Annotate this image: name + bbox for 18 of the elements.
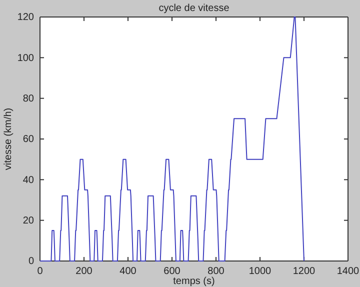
y-tick-label: 20: [22, 216, 34, 227]
y-tick-label: 60: [22, 134, 34, 146]
x-tick-label: 200: [76, 266, 93, 278]
x-tick-label: 0: [37, 266, 44, 278]
y-tick-label: 0: [28, 256, 34, 268]
x-tick-label: 800: [208, 266, 225, 278]
chart-title: cycle de vitesse: [158, 3, 230, 14]
y-axis-title: vitesse (km/h): [3, 108, 14, 170]
x-tick-label: 1400: [336, 266, 360, 278]
x-tick-label: 600: [164, 266, 181, 278]
x-axis-title: temps (s): [173, 276, 215, 287]
y-tick-label: 120: [17, 12, 34, 24]
y-tick-label: 80: [22, 94, 34, 105]
x-tick-label: 1200: [292, 266, 316, 278]
y-tick-label: 40: [22, 174, 34, 186]
y-tick-label: 100: [17, 52, 34, 64]
x-tick-label: 1000: [248, 266, 272, 278]
x-tick-label: 400: [120, 266, 137, 278]
